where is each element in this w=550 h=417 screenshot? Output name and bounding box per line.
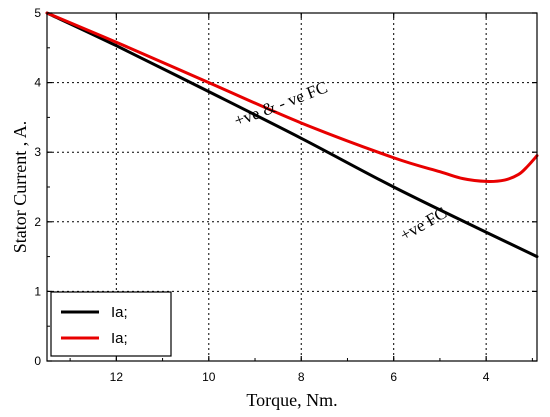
x-tick-label: 10	[202, 370, 216, 384]
grid	[47, 13, 537, 361]
y-tick-label: 2	[34, 215, 41, 229]
annotation-2: +ve FC	[397, 203, 450, 245]
y-tick-label: 4	[34, 76, 41, 90]
series-lines	[45, 11, 539, 259]
series-line-1	[45, 11, 539, 259]
legend-label-1: Ia;	[111, 304, 128, 321]
y-tick-label: 1	[34, 284, 41, 298]
x-tick-label: 12	[110, 370, 124, 384]
x-tick-label: 6	[390, 370, 397, 384]
annotations: +ve & - ve FC +ve FC	[231, 77, 450, 244]
x-tick-label: 8	[298, 370, 305, 384]
x-axis-title: Torque, Nm.	[246, 390, 337, 410]
y-tick-label: 5	[34, 6, 41, 20]
annotation-1: +ve & - ve FC	[231, 77, 330, 130]
legend-label-2: Ia;	[111, 330, 128, 347]
y-tick-label: 0	[34, 354, 41, 368]
legend-box	[50, 291, 172, 357]
legend: Ia; Ia;	[50, 291, 172, 357]
x-tick-label: 4	[483, 370, 490, 384]
y-axis-title: Stator Current , A.	[10, 121, 30, 254]
y-tick-label: 3	[34, 145, 41, 159]
series-line-2	[45, 11, 539, 183]
